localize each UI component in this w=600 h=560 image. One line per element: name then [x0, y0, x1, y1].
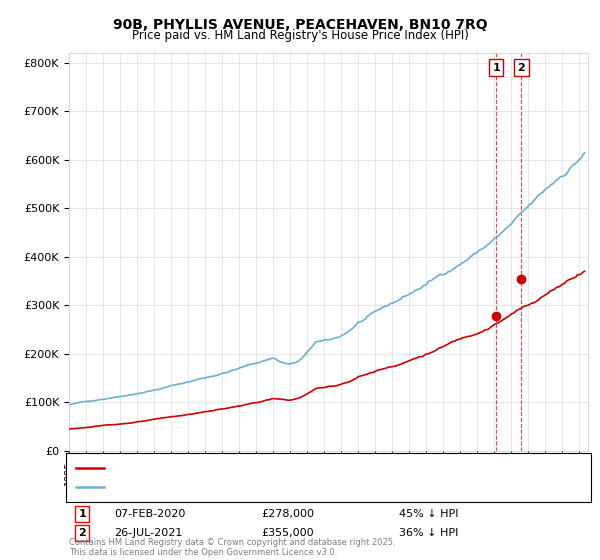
Text: 07-FEB-2020: 07-FEB-2020: [114, 509, 185, 519]
Text: £355,000: £355,000: [261, 528, 314, 538]
Text: 36% ↓ HPI: 36% ↓ HPI: [399, 528, 458, 538]
Text: 45% ↓ HPI: 45% ↓ HPI: [399, 509, 458, 519]
Text: £278,000: £278,000: [261, 509, 314, 519]
Text: 1: 1: [79, 509, 86, 519]
Text: 26-JUL-2021: 26-JUL-2021: [114, 528, 182, 538]
Text: 90B, PHYLLIS AVENUE, PEACEHAVEN, BN10 7RQ: 90B, PHYLLIS AVENUE, PEACEHAVEN, BN10 7R…: [113, 18, 487, 32]
Text: Contains HM Land Registry data © Crown copyright and database right 2025.
This d: Contains HM Land Registry data © Crown c…: [69, 538, 395, 557]
Text: 90B, PHYLLIS AVENUE, PEACEHAVEN, BN10 7RQ (detached house): 90B, PHYLLIS AVENUE, PEACEHAVEN, BN10 7R…: [110, 463, 454, 473]
Text: 2: 2: [517, 63, 525, 73]
Text: Price paid vs. HM Land Registry's House Price Index (HPI): Price paid vs. HM Land Registry's House …: [131, 29, 469, 42]
Text: HPI: Average price, detached house, Lewes: HPI: Average price, detached house, Lewe…: [110, 482, 335, 492]
Text: 1: 1: [492, 63, 500, 73]
Text: 2: 2: [79, 528, 86, 538]
